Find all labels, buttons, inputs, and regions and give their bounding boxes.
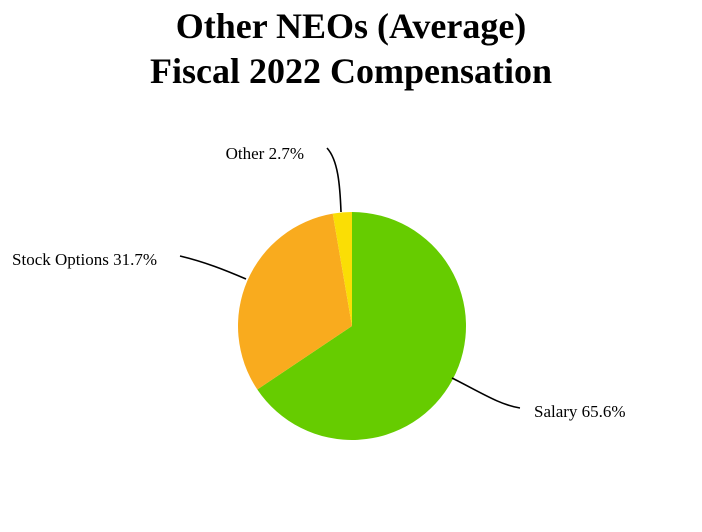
slice-labels: Salary 65.6% Stock Options 31.7% Other 2.7… <box>12 144 626 421</box>
leader-lines <box>179 147 521 409</box>
chart-title-line-2: Fiscal 2022 Compensation <box>149 51 552 91</box>
chart-title: Other NEOs (Average) Fiscal 2022 Compens… <box>0 4 702 94</box>
slice-label-salary: Salary 65.6% <box>534 402 626 421</box>
pie-slices <box>238 212 467 440</box>
leader-line-stock-options <box>179 255 247 280</box>
pie-slice-salary <box>257 212 467 440</box>
pie-slice-stock-options <box>238 213 352 390</box>
chart-title-line-1: Other NEOs (Average) <box>175 6 527 46</box>
slice-label-stock-options: Stock Options 31.7% <box>12 250 157 269</box>
leader-line-salary <box>451 377 521 409</box>
slice-label-other: Other 2.7% <box>226 144 304 163</box>
pie-slice-other <box>332 212 352 326</box>
leader-line-other <box>326 147 342 213</box>
